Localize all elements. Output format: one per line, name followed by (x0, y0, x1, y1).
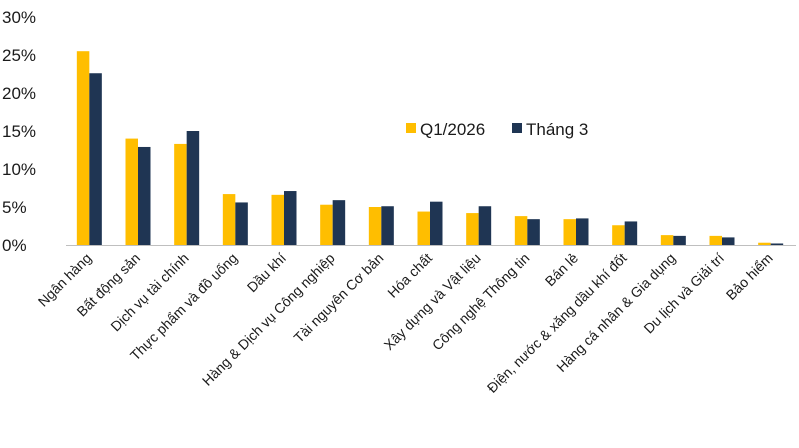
bar-q1-2026 (660, 235, 674, 245)
legend: Q1/2026 Tháng 3 (406, 120, 588, 139)
y-tick-label: 25% (2, 46, 36, 65)
bar-q1-2026 (709, 235, 722, 245)
bar-thang-3 (770, 243, 784, 245)
bar-thang-3 (332, 200, 346, 245)
y-tick-label: 20% (2, 84, 36, 103)
x-tick-label: Công nghệ Thông tin (429, 250, 533, 354)
bar-thang-3 (284, 191, 297, 245)
bar-q1-2026 (612, 225, 625, 245)
bar-thang-3 (430, 201, 443, 245)
bar-thang-3 (89, 73, 102, 246)
x-tick-label: Hóa chất (384, 250, 435, 301)
y-axis: 0% 5% 10% 15% 20% 25% 30% (2, 8, 36, 255)
x-tick-label: Bảo hiểm (723, 250, 776, 303)
legend-swatch-thang-3 (512, 123, 522, 133)
x-tick-label: Dầu khí (244, 250, 290, 296)
x-tick-label: Bán lẻ (542, 250, 582, 290)
bar-q1-2026 (125, 138, 138, 245)
bar-thang-3 (722, 237, 735, 245)
bar-q1-2026 (758, 242, 771, 245)
y-tick-label: 0% (2, 236, 27, 255)
bar-q1-2026 (222, 194, 236, 245)
y-tick-label: 15% (2, 122, 36, 141)
bar-q1-2026 (174, 143, 187, 245)
bar-q1-2026 (417, 211, 430, 245)
bar-q1-2026 (466, 213, 479, 245)
bar-thang-3 (673, 235, 686, 245)
legend-label: Tháng 3 (526, 120, 588, 139)
y-tick-label: 10% (2, 160, 36, 179)
bar-thang-3 (478, 206, 492, 245)
bar-q1-2026 (563, 219, 576, 245)
y-tick-label: 5% (2, 198, 27, 217)
bar-thang-3 (138, 146, 151, 245)
y-tick-label: 30% (2, 8, 36, 27)
bars (76, 51, 784, 246)
bar-q1-2026 (368, 207, 382, 245)
bar-thang-3 (186, 131, 200, 245)
bar-thang-3 (576, 218, 589, 245)
bar-q1-2026 (320, 204, 333, 245)
bar-q1-2026 (514, 216, 528, 245)
bar-q1-2026 (76, 51, 90, 246)
legend-swatch-q1-2026 (406, 123, 416, 133)
bar-thang-3 (624, 221, 638, 245)
x-tick-label: Tài nguyên Cơ bản (290, 250, 386, 346)
bar-thang-3 (381, 206, 394, 245)
legend-label: Q1/2026 (420, 120, 485, 139)
bar-thang-3 (235, 202, 248, 245)
bar-q1-2026 (271, 194, 284, 245)
bar-thang-3 (527, 219, 540, 245)
